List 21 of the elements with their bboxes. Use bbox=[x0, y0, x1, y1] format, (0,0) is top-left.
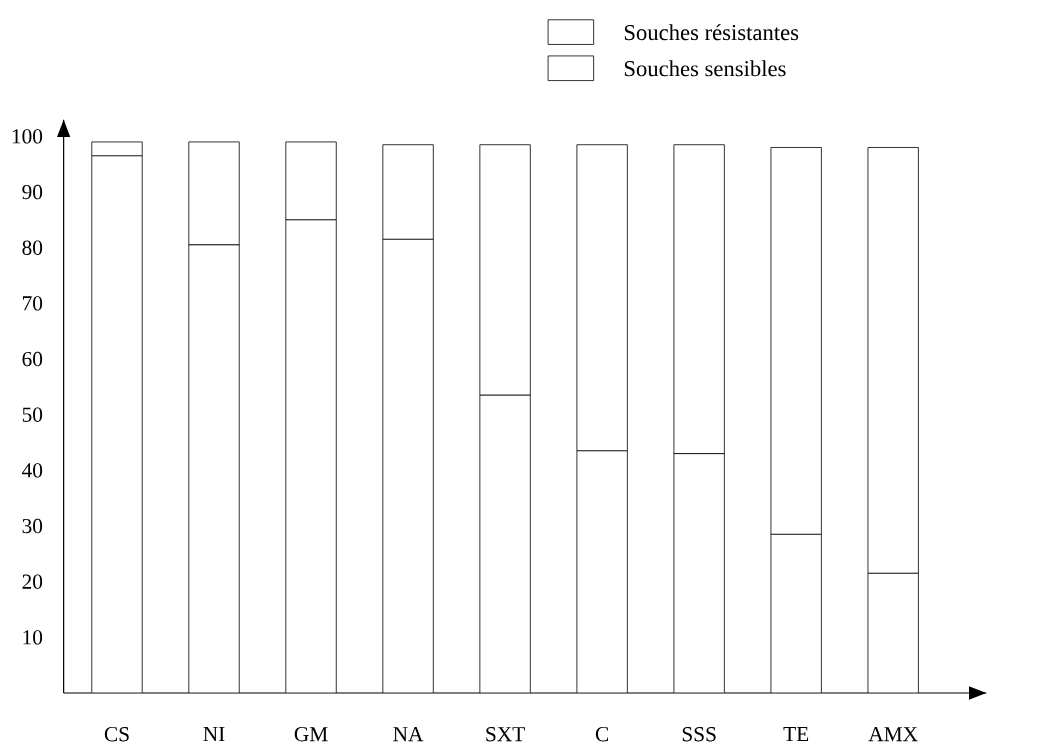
y-tick-label: 60 bbox=[22, 351, 43, 367]
x-tick-label: AMX bbox=[868, 727, 918, 742]
y-tick-label: 100 bbox=[12, 129, 43, 144]
y-tick-label: 10 bbox=[23, 630, 43, 645]
x-tick-label: C bbox=[595, 727, 609, 742]
x-tick-label: GM bbox=[294, 727, 328, 742]
legend-label: Souches résistantes bbox=[624, 24, 799, 41]
y-tick-label: 90 bbox=[22, 184, 43, 200]
y-tick-label: 50 bbox=[22, 407, 43, 422]
legend-label: Souches sensibles bbox=[624, 60, 786, 77]
y-tick-label: 30 bbox=[22, 518, 43, 534]
x-tick-label: NA bbox=[393, 727, 424, 742]
y-tick-label: 70 bbox=[23, 296, 43, 311]
y-tick-label: 80 bbox=[22, 240, 43, 255]
y-tick-label: 40 bbox=[22, 463, 43, 478]
x-tick-label: CS bbox=[104, 727, 129, 742]
x-tick-label: SSS bbox=[682, 727, 716, 742]
x-tick-label: NI bbox=[203, 727, 225, 742]
y-tick-label: 20 bbox=[22, 574, 43, 589]
x-tick-label: SXT bbox=[486, 727, 525, 742]
x-tick-label: TE bbox=[783, 727, 809, 742]
